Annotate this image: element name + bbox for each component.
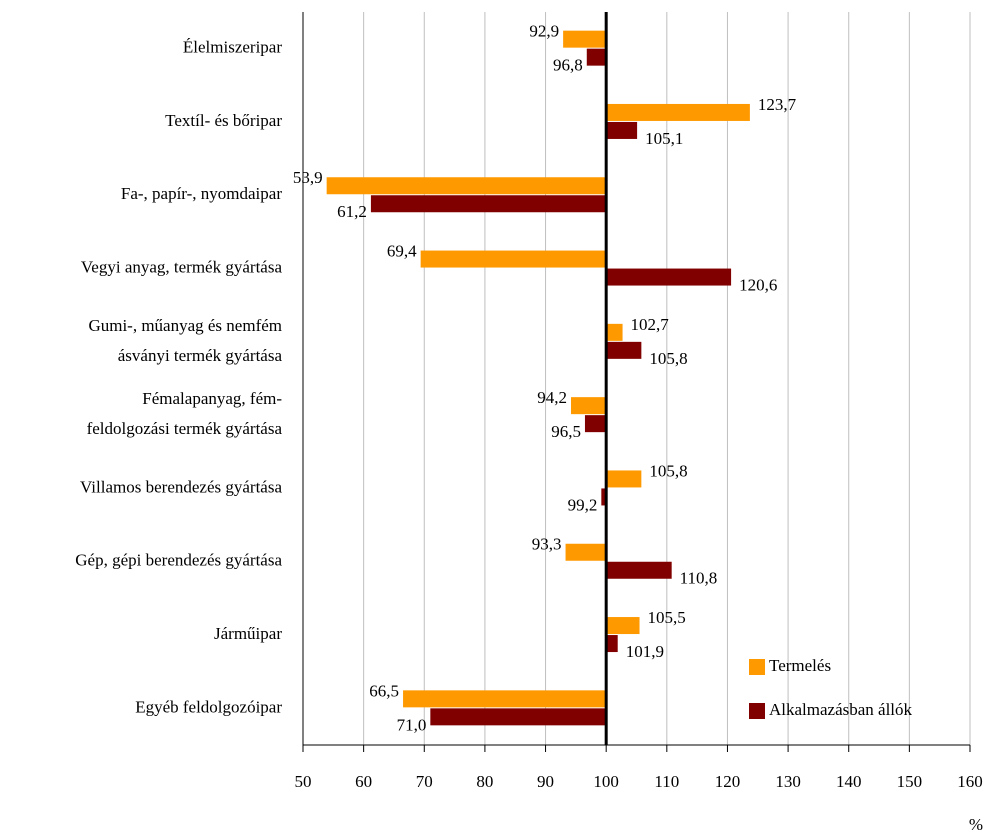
data-label: 69,4 [387, 241, 417, 260]
data-label: 123,7 [758, 95, 797, 114]
bar [606, 323, 623, 341]
legend-label: Alkalmazásban állók [769, 700, 913, 719]
y-tick-label: Egyéb feldolgozóipar [135, 697, 282, 716]
data-label: 71,0 [397, 715, 427, 734]
x-tick-label: 120 [715, 772, 741, 791]
y-tick-label: Fa-, papír-, nyomdaipar [121, 184, 282, 203]
bar [326, 177, 607, 195]
x-tick-label: 110 [654, 772, 679, 791]
data-label: 96,8 [553, 56, 583, 75]
data-label: 105,8 [649, 349, 687, 368]
bar [606, 103, 750, 121]
data-label: 66,5 [369, 681, 399, 700]
x-tick-label: 50 [295, 772, 312, 791]
x-axis-label: % [969, 815, 983, 834]
bar [370, 195, 607, 213]
bar [606, 341, 642, 359]
bar [606, 121, 638, 139]
bar [606, 561, 672, 579]
bar [606, 268, 732, 286]
x-tick-label: 150 [897, 772, 923, 791]
x-tick-label: 70 [416, 772, 433, 791]
y-tick-label: Gép, gépi berendezés gyártása [75, 551, 282, 570]
legend-label: Termelés [769, 656, 831, 675]
data-label: 53,9 [293, 168, 323, 187]
bar [586, 48, 607, 66]
data-label: 94,2 [537, 388, 567, 407]
x-tick-label: 90 [537, 772, 554, 791]
x-tick-label: 130 [775, 772, 801, 791]
data-label: 102,7 [631, 315, 670, 334]
bar [430, 708, 607, 726]
bar [420, 250, 607, 268]
bar [606, 635, 618, 653]
legend-swatch [749, 659, 765, 675]
y-tick-label: Járműipar [214, 624, 282, 643]
x-tick-label: 160 [957, 772, 983, 791]
data-label: 93,3 [532, 535, 562, 554]
y-tick-label: Textíl- és bőripar [165, 111, 282, 130]
data-label: 99,2 [568, 495, 598, 514]
y-tick-label: Gumi-, műanyag és nemfém [88, 316, 282, 335]
y-tick-label: Élelmiszeripar [183, 38, 282, 57]
bar [565, 543, 607, 561]
data-label: 105,1 [645, 129, 683, 148]
x-tick-label: 80 [476, 772, 493, 791]
data-label: 105,5 [648, 608, 686, 627]
y-tick-label: Villamos berendezés gyártása [80, 477, 282, 496]
bar [606, 617, 640, 635]
x-tick-label: 140 [836, 772, 862, 791]
bar [601, 488, 607, 506]
y-tick-label: ásványi termék gyártása [118, 346, 283, 365]
y-tick-label: Fémalapanyag, fém- [142, 389, 282, 408]
y-tick-label: Vegyi anyag, termék gyártása [81, 257, 283, 276]
data-label: 96,5 [551, 422, 581, 441]
bar [584, 415, 607, 433]
data-label: 120,6 [739, 275, 777, 294]
x-tick-label: 60 [355, 772, 372, 791]
y-tick-label: feldolgozási termék gyártása [87, 419, 283, 438]
bar [606, 470, 642, 488]
bar [403, 690, 607, 708]
data-label: 92,9 [529, 22, 559, 41]
data-label: 61,2 [337, 202, 367, 221]
bar [571, 397, 607, 415]
data-label: 101,9 [626, 642, 664, 661]
bar [563, 30, 607, 48]
legend-swatch [749, 703, 765, 719]
data-label: 110,8 [680, 569, 718, 588]
data-label: 105,8 [649, 461, 687, 480]
x-tick-label: 100 [593, 772, 619, 791]
